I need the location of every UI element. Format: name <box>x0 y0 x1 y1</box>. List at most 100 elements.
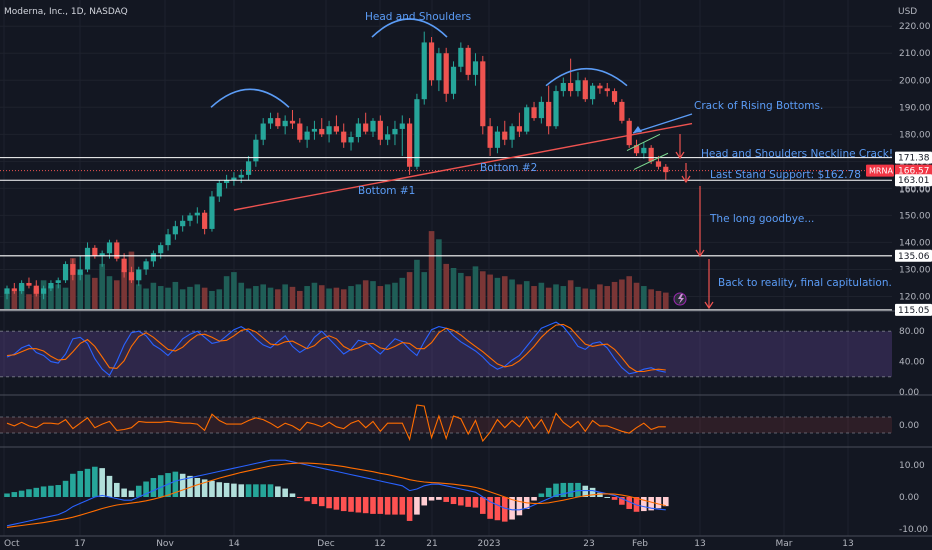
volume-bar <box>611 281 618 309</box>
volume-bar <box>84 274 91 309</box>
macd-histogram-bar <box>297 497 303 498</box>
candle-body <box>187 215 193 221</box>
candle-body <box>531 107 537 119</box>
candle-body <box>480 61 486 127</box>
time-axis: Oct 17 Nov 14 Dec 12 21 2023 23 Feb 13 Mar 13 <box>4 539 854 549</box>
arrow-neckline-head <box>675 151 685 160</box>
candle-body <box>267 118 274 124</box>
candle-body <box>209 196 215 229</box>
symbol-title: Moderna, Inc., 1D, NASDAQ <box>4 7 128 17</box>
volume-bar <box>282 284 288 309</box>
candle-body <box>62 264 69 281</box>
macd-histogram-bar <box>128 490 135 497</box>
macd-histogram-bar <box>106 475 113 497</box>
price-badge-label: 163.01 <box>898 176 930 186</box>
price-tick-label: 200.00 <box>899 76 931 86</box>
macd-histogram-bar <box>165 473 171 497</box>
macd-histogram-bar <box>84 468 91 497</box>
volume-bar <box>523 281 530 309</box>
macd-histogram-bar <box>589 487 596 497</box>
candle-body <box>546 101 552 127</box>
price-badge-bg <box>895 303 932 316</box>
macd-histogram-bar <box>245 484 252 497</box>
macd-histogram-bar <box>289 493 296 497</box>
macd-histogram-bar <box>311 497 318 505</box>
macd-histogram-bar <box>209 480 215 497</box>
candle-body <box>553 91 559 127</box>
volume-bar <box>135 284 142 309</box>
candle-body <box>253 139 259 162</box>
oscillator-pane: 0.00 <box>0 404 919 443</box>
macd-histogram-bar <box>187 475 193 497</box>
macd-histogram-bar <box>135 485 142 497</box>
annotation-neckline-crack: Head and Shoulders Neckline Crack! <box>701 148 893 160</box>
candle-body <box>611 91 618 102</box>
symbol-badge-label: MRNA <box>869 167 893 176</box>
stochastic-tick: 0.00 <box>899 388 919 398</box>
volume-bar <box>450 268 457 309</box>
macd-histogram-bar <box>582 485 589 497</box>
macd-histogram-bar <box>465 497 471 507</box>
volume-bar <box>480 271 486 309</box>
macd-histogram-bar <box>18 490 25 497</box>
volume-bar <box>604 286 611 309</box>
volume-bar <box>355 284 362 309</box>
annotation-bottom-1: Bottom #1 <box>358 185 415 197</box>
macd-histogram-bar <box>70 473 76 497</box>
volume-bar <box>187 286 193 309</box>
volume-bar <box>209 290 215 309</box>
candle-body <box>450 66 457 94</box>
macd-histogram-bar <box>92 466 98 497</box>
price-badge-label: 135.06 <box>898 252 930 262</box>
candle-body <box>26 282 32 286</box>
volume-bar <box>406 272 413 309</box>
volume-bar <box>472 266 479 309</box>
volume-bar <box>494 277 501 309</box>
macd-histogram-bar <box>436 497 442 500</box>
candle-body <box>509 126 515 140</box>
macd-histogram-bar <box>99 468 105 497</box>
volume-bar <box>414 259 420 309</box>
price-tick-label: 180.00 <box>899 130 931 140</box>
candle-body <box>275 118 281 127</box>
macd-histogram-bar <box>399 497 406 515</box>
macd-histogram-bar <box>633 497 640 512</box>
volume-bar <box>238 282 245 309</box>
macd-histogram-bar <box>201 479 208 497</box>
time-tick-label: 2023 <box>478 539 501 549</box>
candle-body <box>392 128 398 135</box>
stochastic-tick: 80.00 <box>899 327 925 337</box>
candle-body <box>385 134 391 140</box>
macd-histogram-bar <box>11 492 18 497</box>
volume-bar <box>304 286 310 309</box>
candle-body <box>297 123 303 140</box>
volume-bar <box>443 263 449 309</box>
macd-histogram-bar <box>384 497 391 515</box>
candle-body <box>128 272 135 281</box>
candle-body <box>568 82 574 92</box>
candle-body <box>436 53 442 81</box>
candle-body <box>663 166 669 173</box>
candle-body <box>560 82 566 92</box>
macd-histogram-bar <box>421 497 428 506</box>
price-badge-label: 115.05 <box>898 306 930 316</box>
candle-body <box>648 147 654 162</box>
price-badge-label: 166.57 <box>898 167 930 177</box>
annotations: Head and Shoulders Crack of Rising Botto… <box>358 11 893 289</box>
volume-bar <box>597 284 603 309</box>
candle-body <box>224 180 230 183</box>
macd-histogram-bar <box>619 497 625 505</box>
candle-body <box>41 288 47 294</box>
candle-body <box>136 269 142 281</box>
time-tick-label: Oct <box>4 539 20 549</box>
candle-body <box>494 131 501 148</box>
candle-body <box>619 101 625 121</box>
time-tick-label: 17 <box>74 539 85 549</box>
volume-bar <box>260 284 266 309</box>
oscillator-line <box>6 404 666 443</box>
macd-histogram-bar <box>77 470 83 497</box>
candle-body <box>458 47 464 67</box>
candle-body <box>238 174 244 178</box>
time-tick-label: 13 <box>842 539 853 549</box>
